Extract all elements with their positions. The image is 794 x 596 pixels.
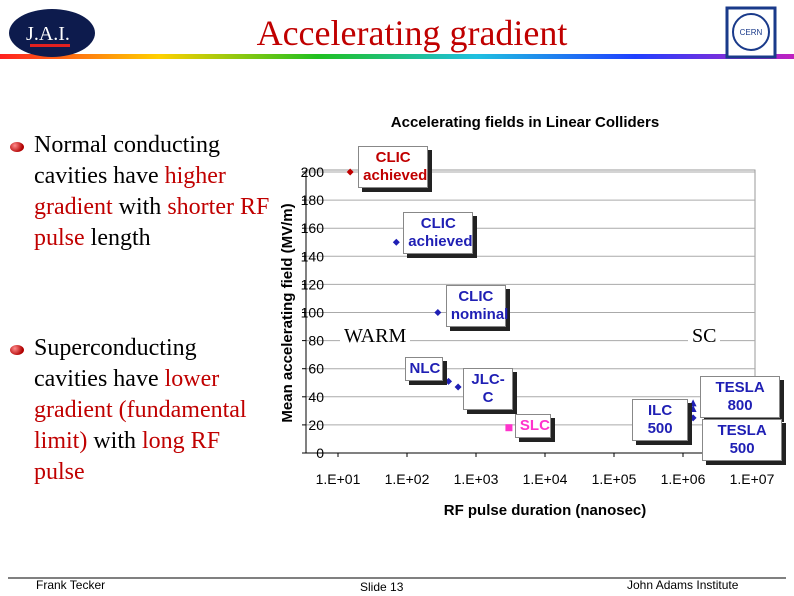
x-tick-label: 1.E+06 (661, 471, 706, 487)
y-tick-label: 20 (308, 417, 324, 433)
bullet-segment: lower gradient (fundamental limit) (34, 366, 247, 454)
point-label: ILC 500 (632, 399, 689, 442)
footer-slide: Slide 13 (360, 580, 404, 594)
cern-logo (725, 6, 777, 59)
x-tick-label: 1.E+05 (592, 471, 637, 487)
y-axis-title: Mean accelerating field (MV/m) (279, 203, 296, 422)
bullet-text: Normal conducting cavities have higher g… (34, 130, 270, 254)
cern-logo-ring (732, 13, 770, 51)
point (505, 424, 513, 432)
y-tick-label: 60 (308, 361, 324, 377)
point (445, 377, 453, 385)
bullet-segment: Normal conducting cavities have (34, 132, 220, 189)
y-tick-label: 80 (308, 333, 324, 349)
header-rule (0, 54, 794, 59)
point-label: NLC (404, 357, 443, 382)
jai-logo-rule (30, 44, 70, 47)
x-tick-label: 1.E+03 (454, 471, 499, 487)
point-label: TESLA 800 (700, 375, 781, 418)
point (392, 238, 400, 246)
y-tick-label: 200 (301, 164, 325, 180)
footer-institute: John Adams Institute (627, 578, 739, 592)
y-tick-label: 40 (308, 389, 324, 405)
x-tick-label: 1.E+04 (523, 471, 568, 487)
chart-title: Accelerating fields in Linear Colliders (391, 114, 659, 131)
bullet-segment: with (87, 428, 143, 454)
x-axis-title: RF pulse duration (nanosec) (444, 502, 647, 519)
y-tick-label: 180 (301, 192, 325, 208)
annotation: WARM (340, 325, 411, 348)
point-label: JLC-C (463, 367, 514, 410)
bullet-segment: long RF pulse (34, 428, 221, 485)
y-tick-label: 160 (301, 220, 325, 236)
point-label: SLC (514, 413, 551, 438)
bullet-segment: length (84, 225, 151, 251)
point-label: CLIC achieved (403, 212, 474, 255)
point-label: CLIC nominal (445, 284, 508, 327)
footer-author: Frank Tecker (36, 578, 106, 592)
bullet-icon (10, 142, 24, 152)
bullet-segment: higher gradient (34, 163, 226, 220)
y-tick-label: 100 (301, 305, 325, 321)
bullet-text: Superconducting cavities have lower grad… (34, 333, 270, 488)
point (434, 309, 442, 316)
bullet-icon (10, 345, 24, 355)
bullet-segment: Superconducting cavities have (34, 335, 197, 392)
annotation: SC (688, 325, 721, 348)
slide-title: Accelerating gradient (256, 13, 568, 53)
x-tick-label: 1.E+02 (385, 471, 430, 487)
x-tick-label: 1.E+01 (316, 471, 361, 487)
y-tick-label: 120 (301, 276, 325, 292)
x-tick-label: 1.E+07 (730, 471, 775, 487)
point (689, 414, 697, 422)
bullet-segment: with (112, 194, 168, 220)
point (346, 168, 354, 176)
point-label: TESLA 500 (702, 418, 783, 461)
point-label: CLIC achieved (358, 146, 429, 188)
point (689, 399, 697, 407)
bullet-segment: shorter RF pulse (34, 194, 270, 251)
point (689, 404, 697, 412)
jai-logo-text: J.A.I. (26, 23, 70, 45)
cern-logo-text: CERN (740, 28, 763, 37)
y-tick-label: 140 (301, 248, 325, 264)
point (454, 383, 462, 391)
